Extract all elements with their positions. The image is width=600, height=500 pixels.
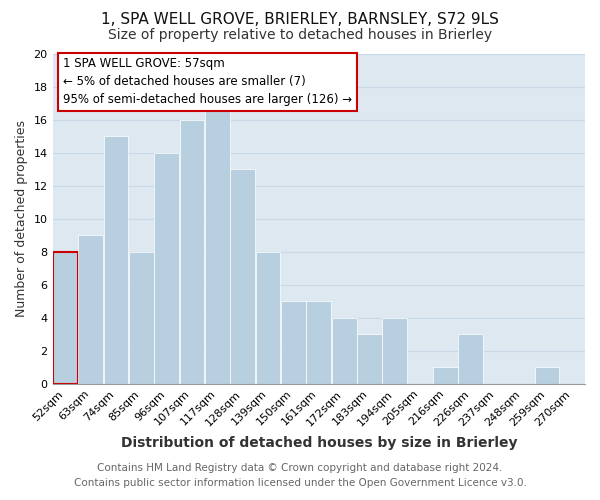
Text: Size of property relative to detached houses in Brierley: Size of property relative to detached ho…	[108, 28, 492, 42]
Bar	[104, 136, 128, 384]
Bar	[129, 252, 154, 384]
Bar	[205, 104, 230, 384]
Bar	[332, 318, 356, 384]
Bar	[78, 236, 103, 384]
Text: 1 SPA WELL GROVE: 57sqm
← 5% of detached houses are smaller (7)
95% of semi-deta: 1 SPA WELL GROVE: 57sqm ← 5% of detached…	[63, 58, 352, 106]
Text: 1, SPA WELL GROVE, BRIERLEY, BARNSLEY, S72 9LS: 1, SPA WELL GROVE, BRIERLEY, BARNSLEY, S…	[101, 12, 499, 28]
Bar	[179, 120, 205, 384]
Bar	[357, 334, 382, 384]
Bar	[53, 252, 77, 384]
Bar	[535, 368, 559, 384]
Bar	[154, 153, 179, 384]
Bar	[307, 302, 331, 384]
Text: Contains HM Land Registry data © Crown copyright and database right 2024.
Contai: Contains HM Land Registry data © Crown c…	[74, 462, 526, 487]
Bar	[256, 252, 280, 384]
X-axis label: Distribution of detached houses by size in Brierley: Distribution of detached houses by size …	[121, 436, 517, 450]
Y-axis label: Number of detached properties: Number of detached properties	[15, 120, 28, 318]
Bar	[281, 302, 306, 384]
Bar	[458, 334, 484, 384]
Bar	[382, 318, 407, 384]
Bar	[433, 368, 458, 384]
Bar	[230, 170, 255, 384]
